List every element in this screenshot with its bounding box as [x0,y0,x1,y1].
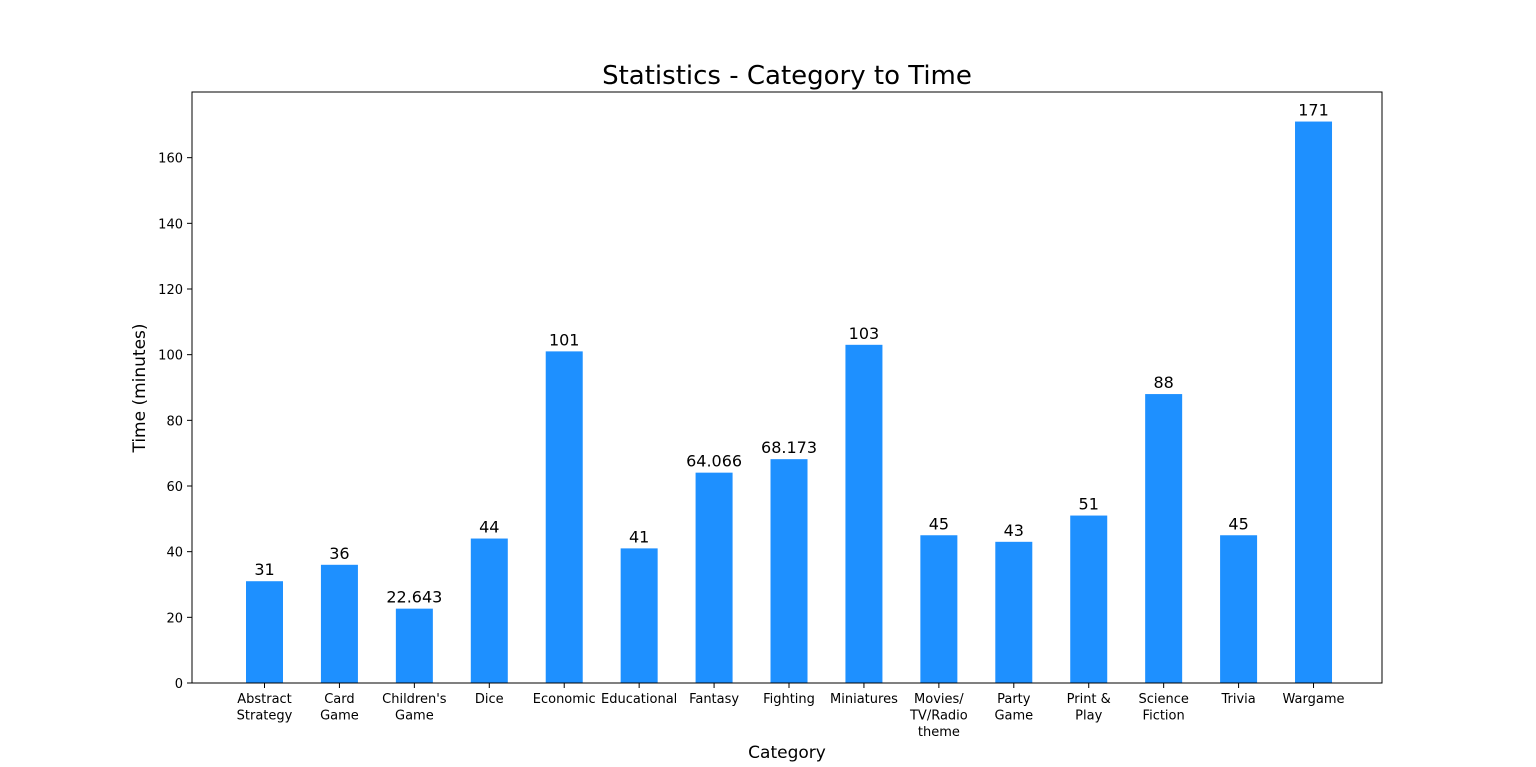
x-tick-label: Trivia [1220,692,1255,707]
bar [395,608,433,683]
x-tick-label-line: Game [994,709,1033,724]
x-tick-label-line: Fighting [763,692,815,707]
x-tick-label-line: Trivia [1220,692,1255,707]
x-tick-label-line: Children's [382,692,447,707]
bar-value-label: 103 [849,324,880,343]
bar-value-label: 68.173 [761,438,817,457]
x-tick-label-line: Wargame [1283,692,1345,707]
y-axis-label: Time (minutes) [130,323,150,453]
bar [246,581,283,683]
bar [995,541,1033,683]
x-tick-label: Economic [533,692,596,707]
x-tick-label-line: Strategy [237,709,293,724]
bar-value-label: 45 [929,514,949,533]
x-tick-label-line: Card [324,692,354,707]
x-tick-label-line: Print & [1067,692,1111,707]
x-tick-label: Science Fiction [1138,692,1188,724]
bar-value-label: 22.643 [386,588,442,607]
bar [770,459,808,683]
x-tick-label: Abstract Strategy [237,692,293,724]
x-tick-label: Party Game [994,692,1033,724]
x-tick-label-line: Abstract [237,692,292,707]
x-axis: Abstract Strategy Card Game Children's Game Di… [237,683,1345,740]
plot-frame [191,91,1383,684]
bar [845,344,883,683]
bar [1145,394,1183,683]
x-tick-label: Miniatures [830,692,898,707]
x-tick-label-line: TV/Radio [909,709,968,724]
x-tick-label-line: Party [997,692,1031,707]
bar-value-label: 43 [1004,521,1024,540]
bar-value-label: 41 [629,527,649,546]
x-tick-label-line: Economic [533,692,596,707]
y-tick-label: 160 [158,152,183,167]
x-tick-label-line: Miniatures [830,692,898,707]
y-tick-label: 80 [166,414,183,429]
bars-group: 31 36 22.643 44 101 41 64.066 68.173 103 45 43 51 88… [246,101,1333,684]
y-tick-label: 0 [175,677,183,692]
bar [695,472,733,683]
y-tick-label: 100 [158,349,183,364]
x-tick-label-line: Science [1138,692,1188,707]
bar-value-label: 171 [1298,101,1329,120]
bar [1070,515,1108,683]
bar [545,351,583,683]
x-tick-label-line: Movies/ [914,692,964,707]
bar [620,548,658,683]
x-tick-label: Wargame [1283,692,1345,707]
x-axis-label: Category [748,743,826,763]
x-tick-label: Fighting [763,692,815,707]
x-tick-label-line: Dice [475,692,504,707]
y-axis: 0 20 40 60 80 100 120 140 160 [158,152,192,692]
bar-value-label: 64.066 [686,452,742,471]
x-tick-label: Children's Game [382,692,447,724]
bar-value-label: 36 [329,544,349,563]
y-tick-label: 60 [166,480,183,495]
bar-value-label: 44 [479,518,499,537]
x-tick-label-line: Fiction [1143,709,1185,724]
bar [470,538,508,683]
x-tick-label-line: Game [320,709,359,724]
y-tick-label: 40 [166,546,183,561]
x-tick-label: Dice [475,692,504,707]
x-tick-label-line: Game [395,709,434,724]
bar [1220,535,1258,683]
x-tick-label: Print & Play [1067,692,1111,724]
x-tick-label: Educational [601,692,677,707]
bar-value-label: 45 [1228,514,1248,533]
x-tick-label-line: theme [918,725,960,740]
bar [320,564,358,683]
bar-value-label: 101 [549,330,580,349]
bar [920,535,958,683]
y-tick-label: 140 [158,217,183,232]
x-tick-label: Movies/TV/Radio theme [909,692,968,740]
x-tick-label-line: Fantasy [689,692,739,707]
x-tick-label-line: Educational [601,692,677,707]
bar-value-label: 88 [1153,373,1173,392]
y-tick-label: 20 [166,611,183,626]
bar [1295,121,1333,684]
x-tick-label: Fantasy [689,692,739,707]
x-tick-label: Card Game [320,692,359,724]
bar-value-label: 51 [1079,495,1099,514]
x-tick-label-line: Play [1075,709,1102,724]
y-tick-label: 120 [158,283,183,298]
bar-value-label: 31 [254,560,274,579]
chart-title: Statistics - Category to Time [602,61,972,91]
